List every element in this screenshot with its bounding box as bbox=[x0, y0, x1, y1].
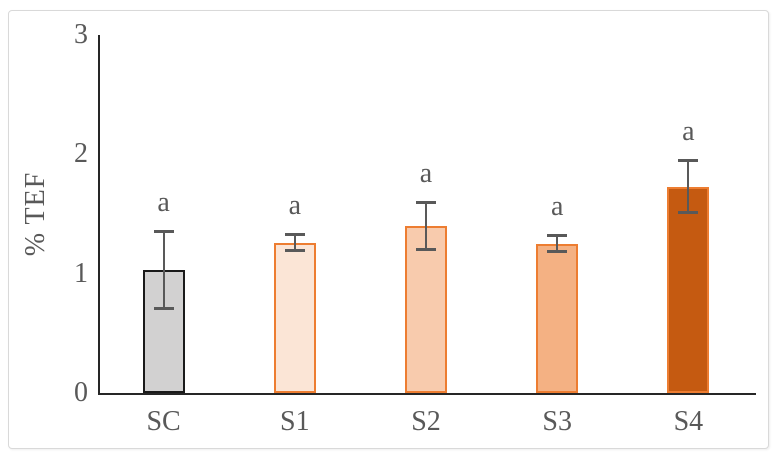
error-bar-cap-bottom-S3 bbox=[547, 250, 568, 254]
significance-label-SC: a bbox=[157, 186, 170, 218]
y-tick-label-0: 0 bbox=[74, 377, 88, 408]
error-bar-cap-top-S1 bbox=[284, 233, 305, 237]
significance-label-S4: a bbox=[682, 116, 695, 148]
error-bar-S1 bbox=[293, 234, 296, 251]
x-tick-label-S4: S4 bbox=[673, 406, 704, 437]
x-tick-label-SC: SC bbox=[146, 406, 181, 437]
x-tick-label-S3: S3 bbox=[542, 406, 572, 437]
significance-label-S2: a bbox=[419, 158, 433, 190]
error-bar-cap-top-S2 bbox=[416, 201, 436, 205]
bar-S3 bbox=[536, 243, 579, 393]
error-bar-SC bbox=[162, 230, 165, 310]
y-tick-label-3: 3 bbox=[74, 19, 88, 50]
figure-frame bbox=[8, 10, 769, 449]
error-bar-cap-bottom-S1 bbox=[284, 248, 305, 252]
y-axis-title: % TEF bbox=[20, 171, 51, 257]
bar-S1 bbox=[273, 242, 316, 393]
bar-S4 bbox=[667, 186, 710, 393]
error-bar-cap-top-SC bbox=[153, 229, 174, 233]
x-tick-label-S1: S1 bbox=[280, 406, 310, 437]
error-bar-cap-bottom-SC bbox=[153, 307, 174, 311]
y-tick-label-2: 2 bbox=[74, 138, 88, 170]
error-bar-S3 bbox=[556, 235, 559, 253]
error-bar-cap-bottom-S2 bbox=[416, 247, 436, 251]
y-tick-label-1: 1 bbox=[74, 257, 88, 289]
bar-S2 bbox=[405, 225, 447, 393]
error-bar-cap-bottom-S4 bbox=[678, 210, 699, 214]
error-bar-S4 bbox=[687, 160, 690, 213]
x-tick-label-S2: S2 bbox=[411, 406, 441, 437]
error-bar-cap-top-S4 bbox=[678, 159, 699, 163]
error-bar-S2 bbox=[425, 202, 427, 250]
significance-label-S3: a bbox=[550, 191, 564, 223]
plot-area bbox=[98, 35, 756, 395]
significance-label-S1: a bbox=[288, 190, 302, 222]
error-bar-cap-top-S3 bbox=[547, 234, 568, 238]
